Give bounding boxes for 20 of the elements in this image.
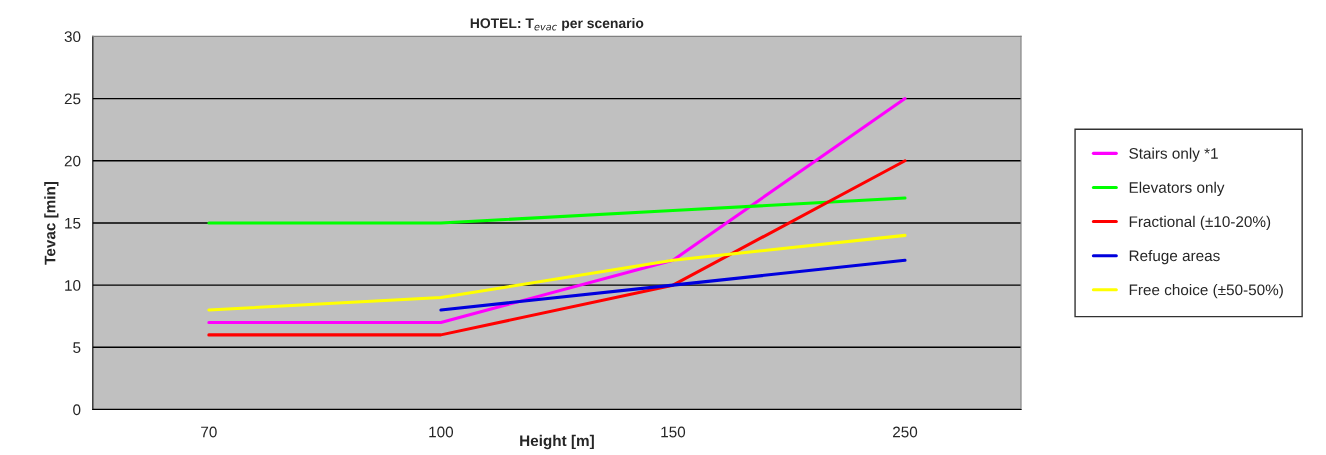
x-tick-label: 100 — [429, 426, 454, 438]
y-tick-label: 10 — [65, 280, 81, 291]
y-tick-label: 25 — [64, 93, 81, 105]
x-axis-title: Height [m] — [520, 434, 594, 450]
y-tick-label: 30 — [64, 31, 81, 43]
y-axis-title: Tevac [min] — [44, 181, 59, 265]
x-tick-label: 70 — [201, 426, 217, 438]
line-series — [207, 233, 907, 312]
y-tick-label: 0 — [73, 404, 81, 416]
y-tick-label: 20 — [64, 155, 81, 167]
chart-title: HOTEL: T$_{evac}$ per scenario — [470, 17, 644, 31]
x-tick-label: 150 — [661, 426, 686, 438]
legend-label: Stairs only *1 — [1129, 147, 1218, 162]
legend-label: Elevators only — [1129, 181, 1225, 196]
legend-label: Fractional (±10-20%) — [1129, 215, 1271, 231]
legend-label: Free choice (±50-50%) — [1129, 284, 1283, 299]
y-tick-label: 15 — [65, 217, 81, 229]
x-tick-label: 250 — [893, 426, 918, 438]
y-tick-label: 5 — [73, 342, 81, 353]
legend-label: Refuge areas — [1129, 249, 1220, 265]
